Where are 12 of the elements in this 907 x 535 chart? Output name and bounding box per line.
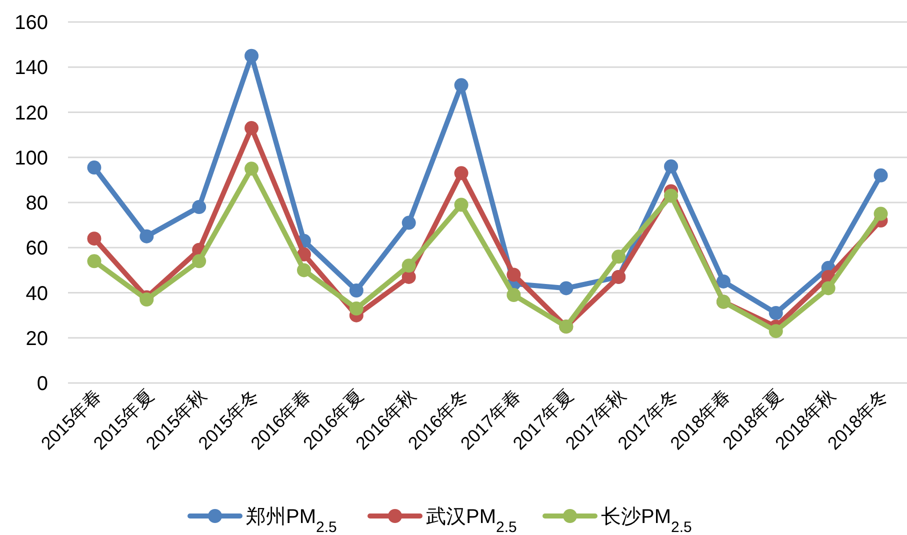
y-tick-label: 40 — [26, 282, 48, 305]
y-tick-label: 100 — [14, 147, 48, 170]
y-tick-label: 60 — [26, 238, 48, 260]
y-tick-label: 20 — [26, 328, 48, 350]
legend-label: 郑州PM$_{2.5}$ — [246, 506, 337, 535]
y-tick-label: 140 — [14, 57, 48, 80]
y-tick-label: 80 — [26, 192, 48, 214]
legend-label: 长沙PM$_{2.5}$ — [601, 506, 692, 535]
y-tick-label: 0 — [36, 373, 48, 395]
y-tick-label: 120 — [14, 102, 48, 124]
legend-label: 武汉PM$_{2.5}$ — [426, 506, 517, 535]
y-tick-label: 160 — [14, 12, 48, 34]
